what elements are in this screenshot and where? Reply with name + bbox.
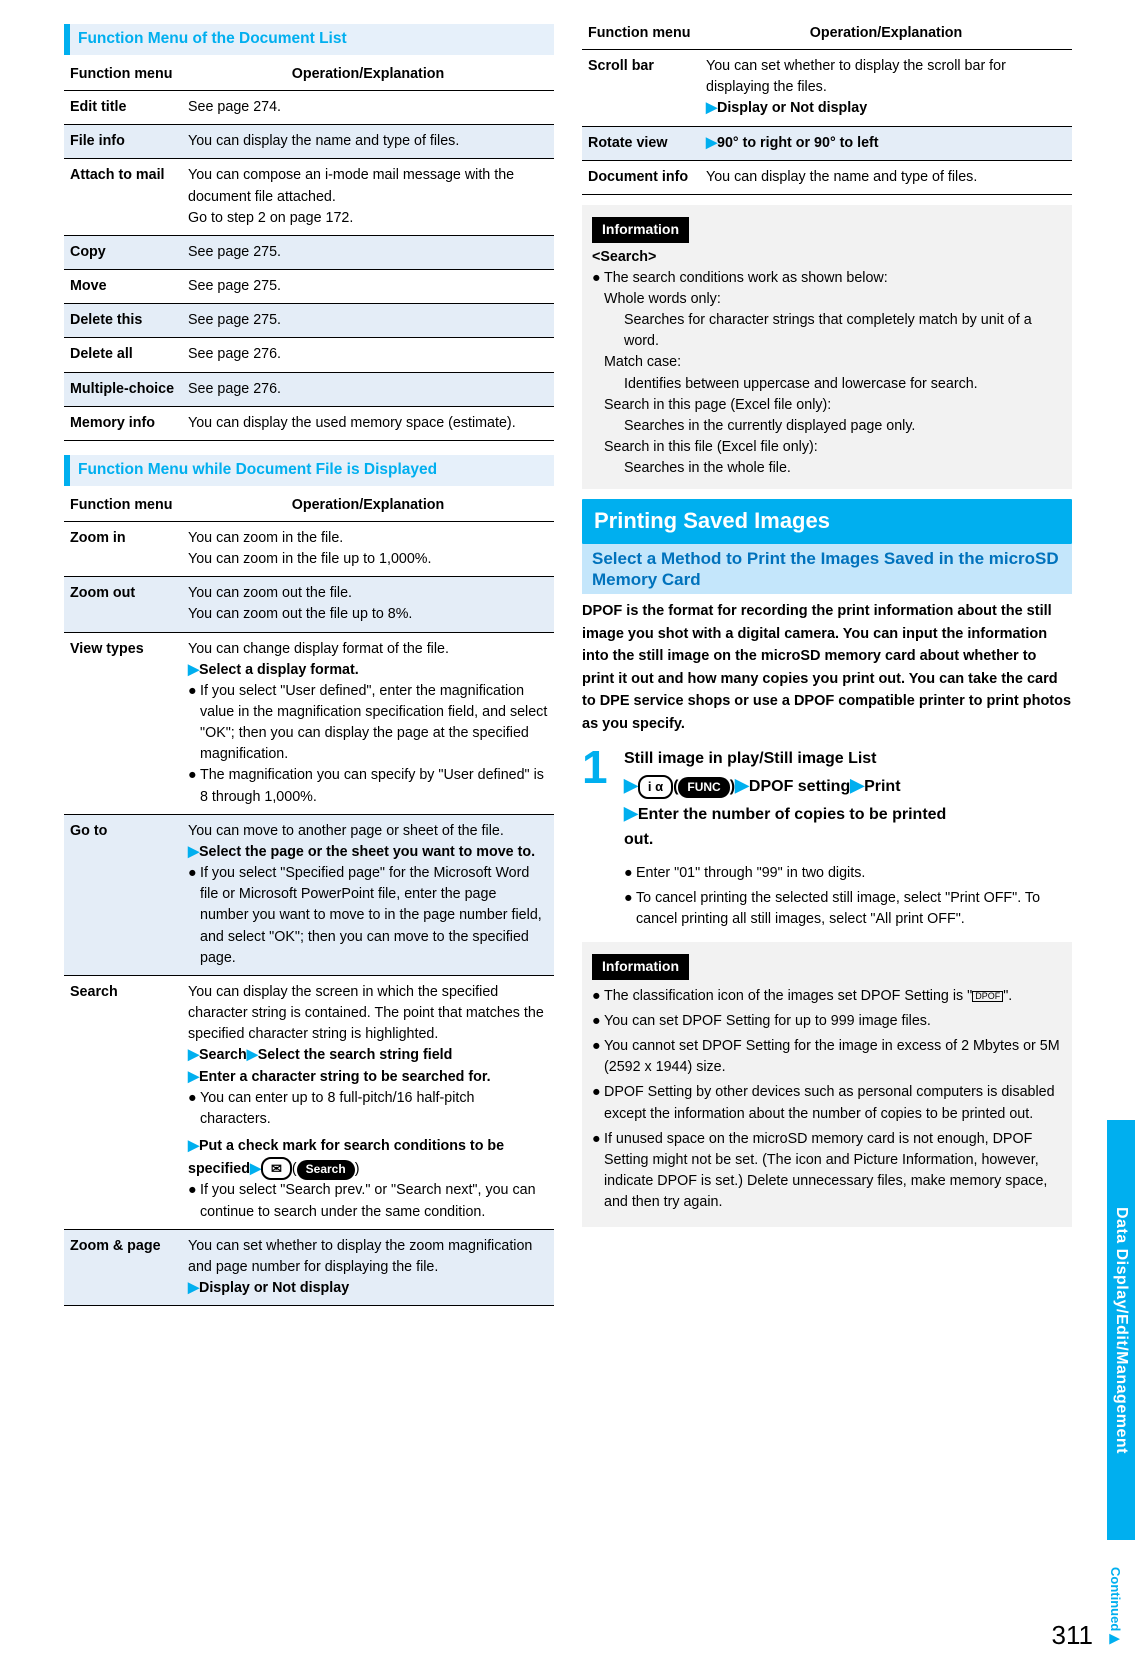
table-row: MoveSee page 275. [64,270,554,304]
continued-label: Continued▶ [1106,1567,1125,1646]
row-val: You can change display format of the fil… [182,632,554,814]
row-val: See page 275. [182,304,554,338]
table-doc-list: Function menu Operation/Explanation Edit… [64,59,554,441]
table-row: Scroll barYou can set whether to display… [582,50,1072,126]
table-row: View typesYou can change display format … [64,632,554,814]
col-header: Function menu [64,59,182,91]
row-val: You can zoom out the file.You can zoom o… [182,577,554,632]
row-key: Copy [64,235,182,269]
section-heading: Function Menu while Document File is Dis… [64,455,554,486]
row-key: Multiple-choice [64,372,182,406]
row-val: See page 274. [182,91,554,125]
side-tab: Data Display/Edit/Management [1107,1120,1135,1540]
row-val: See page 275. [182,235,554,269]
table-row: Delete allSee page 276. [64,338,554,372]
col-header: Operation/Explanation [182,490,554,522]
row-key: View types [64,632,182,814]
info-label: Information [592,217,689,243]
table-row: Attach to mailYou can compose an i-mode … [64,159,554,235]
table-header-row: Function menu Operation/Explanation [64,59,554,91]
table-row: Rotate view▶90° to right or 90° to left [582,126,1072,160]
col-header: Function menu [64,490,182,522]
row-key: File info [64,125,182,159]
row-val: You can set whether to display the scrol… [700,50,1072,126]
info-label: Information [592,954,689,980]
step-number: 1 [582,747,624,852]
row-key: Zoom out [64,577,182,632]
row-key: Search [64,975,182,1229]
row-key: Edit title [64,91,182,125]
row-key: Go to [64,814,182,975]
row-val: You can display the screen in which the … [182,975,554,1229]
table-row: Multiple-choiceSee page 276. [64,372,554,406]
col-header: Function menu [582,18,700,50]
table-header-row: Function menu Operation/Explanation [582,18,1072,50]
row-key: Delete this [64,304,182,338]
info-box-dpof: Information ●The classification icon of … [582,942,1072,1227]
main-heading: Printing Saved Images [582,499,1072,544]
key-icon: i α [638,775,673,799]
info-lead: The search conditions work as shown belo… [604,268,888,289]
row-val: You can display the used memory space (e… [182,406,554,440]
step-line: Still image in play/Still image List [624,747,946,772]
row-key: Scroll bar [582,50,700,126]
row-val: See page 276. [182,338,554,372]
row-val: You can move to another page or sheet of… [182,814,554,975]
page-number: 311 [1052,1616,1093,1654]
table-header-row: Function menu Operation/Explanation [64,490,554,522]
row-val: You can compose an i-mode mail message w… [182,159,554,235]
table-row: Document infoYou can display the name an… [582,160,1072,194]
step-notes: ●Enter "01" through "99" in two digits.●… [624,863,1072,930]
row-key: Rotate view [582,126,700,160]
step-line: ▶i α(FUNC)▶DPOF setting▶Print [624,772,946,800]
step-line: out. [624,828,946,853]
row-key: Document info [582,160,700,194]
row-val: You can zoom in the file.You can zoom in… [182,521,554,576]
table-row: SearchYou can display the screen in whic… [64,975,554,1229]
table-row: Zoom inYou can zoom in the file.You can … [64,521,554,576]
row-key: Move [64,270,182,304]
row-val: You can display the name and type of fil… [700,160,1072,194]
row-key: Attach to mail [64,159,182,235]
sub-heading: Select a Method to Print the Images Save… [582,544,1072,595]
row-key: Memory info [64,406,182,440]
table-doc-displayed: Function menu Operation/Explanation Zoom… [64,490,554,1306]
row-val: ▶90° to right or 90° to left [700,126,1072,160]
table-row: Memory infoYou can display the used memo… [64,406,554,440]
row-val: You can display the name and type of fil… [182,125,554,159]
col-header: Operation/Explanation [700,18,1072,50]
table-right-top: Function menu Operation/Explanation Scro… [582,18,1072,195]
left-column: Function Menu of the Document List Funct… [64,18,554,1306]
table-row: Edit titleSee page 274. [64,91,554,125]
table-row: File infoYou can display the name and ty… [64,125,554,159]
table-row: Zoom outYou can zoom out the file.You ca… [64,577,554,632]
row-key: Delete all [64,338,182,372]
info-box-search: Information <Search> ●The search conditi… [582,205,1072,489]
row-val: You can set whether to display the zoom … [182,1229,554,1305]
lead-paragraph: DPOF is the format for recording the pri… [582,600,1072,735]
table-row: Delete thisSee page 275. [64,304,554,338]
section-heading: Function Menu of the Document List [64,24,554,55]
right-column: Function menu Operation/Explanation Scro… [582,18,1072,1306]
info-subtitle: <Search> [592,247,1062,268]
step-body: Still image in play/Still image List ▶i … [624,747,946,852]
table-row: Go toYou can move to another page or she… [64,814,554,975]
step-line: ▶Enter the number of copies to be printe… [624,800,946,828]
step-1: 1 Still image in play/Still image List ▶… [582,747,1072,852]
func-pill: FUNC [678,777,729,798]
row-val: See page 276. [182,372,554,406]
table-row: Zoom & pageYou can set whether to displa… [64,1229,554,1305]
row-val: See page 275. [182,270,554,304]
row-key: Zoom in [64,521,182,576]
row-key: Zoom & page [64,1229,182,1305]
table-row: CopySee page 275. [64,235,554,269]
col-header: Operation/Explanation [182,59,554,91]
